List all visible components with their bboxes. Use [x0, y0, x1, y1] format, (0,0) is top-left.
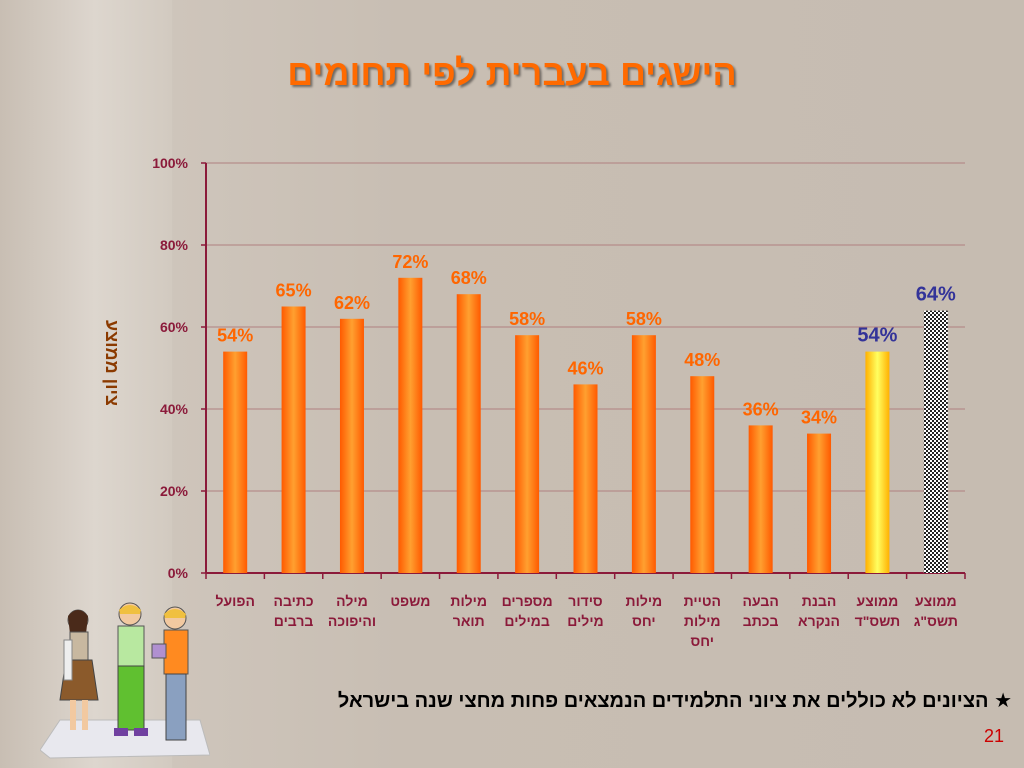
x-category-label: הבעה בכתב	[743, 593, 779, 629]
bar	[281, 306, 306, 573]
data-label: 54%	[857, 325, 897, 347]
y-tick-label: 20%	[160, 483, 189, 499]
data-label: 62%	[334, 293, 370, 313]
y-axis-title: ציון ממוצע	[102, 320, 122, 406]
page-number: 21	[983, 726, 1004, 746]
x-category-label: מספרים במילים	[502, 593, 553, 629]
bar	[690, 376, 715, 573]
bar	[807, 433, 832, 573]
x-category-label: ממוצע תשס"ג	[914, 593, 958, 629]
x-category-label: מילות תואר	[450, 593, 487, 629]
data-label: 58%	[509, 309, 545, 329]
data-label: 64%	[916, 284, 956, 306]
bar	[456, 294, 481, 573]
x-category-label: מילה והיפוכה	[328, 593, 376, 629]
slide-title: הישגים בעברית לפי תחומים	[287, 52, 737, 93]
footnote: ★ הציונים לא כוללים את ציוני התלמידים הנ…	[337, 690, 1012, 712]
bar	[398, 277, 423, 573]
data-label: 58%	[626, 309, 662, 329]
x-category-label: הבנת הנקרא	[798, 593, 840, 629]
bar	[223, 351, 248, 573]
x-category-label: כתיבה ברבים	[273, 593, 313, 629]
x-category-label: מילות יחס	[626, 593, 663, 629]
bar	[631, 335, 656, 573]
y-tick-label: 40%	[160, 401, 189, 417]
bar	[515, 335, 540, 573]
data-label: 72%	[392, 252, 428, 272]
data-label: 34%	[801, 408, 837, 428]
bar	[339, 318, 364, 573]
x-category-label: סידור מילים	[567, 593, 603, 629]
data-label: 46%	[567, 358, 603, 378]
bar	[573, 384, 598, 573]
x-category-label: הטיית מילות יחס	[684, 593, 721, 649]
y-tick-label: 60%	[160, 319, 189, 335]
bar	[923, 310, 948, 573]
y-tick-label: 80%	[160, 237, 189, 253]
bar	[865, 351, 890, 573]
data-label: 54%	[217, 326, 253, 346]
y-tick-label: 0%	[168, 565, 189, 581]
data-label: 48%	[684, 350, 720, 370]
x-category-label: ממוצע תשס"ד	[855, 593, 901, 629]
data-label: 36%	[743, 399, 779, 419]
data-label: 65%	[276, 281, 312, 301]
y-tick-label: 100%	[152, 155, 188, 171]
bar	[748, 425, 773, 573]
x-category-label: משפט	[390, 593, 430, 609]
x-category-label: הפועל	[215, 593, 254, 609]
data-label: 68%	[451, 268, 487, 288]
children-illustration	[40, 602, 210, 759]
